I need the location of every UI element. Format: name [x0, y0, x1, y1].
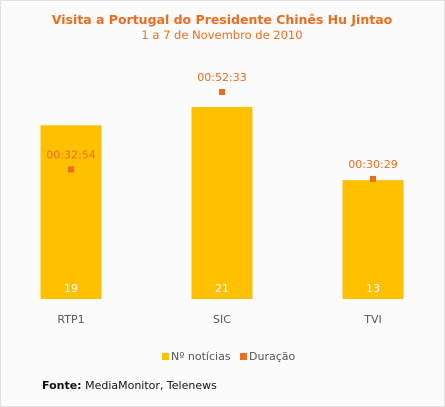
duration-marker-rtp1: [68, 166, 74, 173]
duration-marker-sic: [219, 89, 225, 95]
duration-marker-tvi: [370, 175, 376, 182]
bar-value-label-sic: 21: [215, 282, 229, 295]
duration-label-rtp1: 00:32:54: [46, 148, 95, 161]
chart-subtitle: 1 a 7 de Novembro de 2010: [141, 28, 302, 42]
category-label-rtp1: RTP1: [57, 313, 84, 326]
bar-sic: [191, 107, 253, 299]
duration-label-tvi: 00:30:29: [348, 158, 397, 171]
source-label: Fonte:: [42, 379, 82, 392]
legend-swatch-bar: [162, 353, 169, 360]
bar-tvi: [342, 180, 404, 299]
source-text: MediaMonitor, Telenews: [82, 379, 218, 392]
source-note: Fonte: MediaMonitor, Telenews: [42, 379, 217, 392]
bar-value-label-rtp1: 19: [64, 282, 78, 295]
bar-rtp1: [40, 125, 102, 300]
category-label-sic: SIC: [213, 313, 231, 326]
legend-swatch-duration: [240, 353, 247, 360]
duration-label-sic: 00:52:33: [197, 71, 246, 84]
legend-label-bar: Nº notícias: [171, 350, 231, 363]
legend-label-duration: Duração: [249, 350, 295, 363]
bar-value-label-tvi: 13: [366, 282, 380, 295]
chart-title: Visita a Portugal do Presidente Chinês H…: [52, 12, 393, 27]
plot-area: 19 00:32:54 RTP1 21 00:52:33 SIC 13 00:30:29 TVI: [40, 71, 404, 326]
category-label-tvi: TVI: [363, 313, 382, 326]
legend: Nº notícias Duração: [162, 350, 295, 363]
